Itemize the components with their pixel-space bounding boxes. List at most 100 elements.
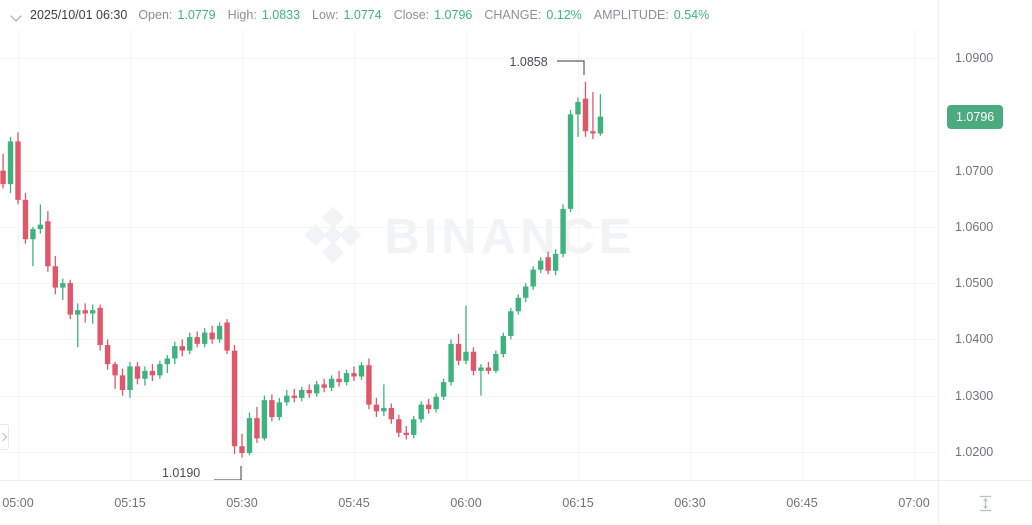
gridline-vertical <box>242 30 243 480</box>
legend-high-label: High: <box>227 8 257 22</box>
candle-body-bullish <box>89 310 96 314</box>
candle-body-bearish <box>306 390 312 394</box>
candle-wick <box>592 91 594 140</box>
price-axis-tick: 1.0300 <box>955 388 994 403</box>
candle-body-bullish <box>500 336 507 354</box>
time-axis-tick: 07:00 <box>898 496 930 510</box>
high-annotation-leader <box>557 60 586 75</box>
axis-corner[interactable] <box>938 481 1032 525</box>
candle-body-bullish <box>216 325 223 340</box>
candle-body-bearish <box>45 221 51 267</box>
gridline-vertical <box>914 30 915 480</box>
expand-toolbar-button[interactable] <box>0 424 9 450</box>
candle-body-bearish <box>134 366 141 379</box>
candle-body-bullish <box>411 419 417 435</box>
gridline-vertical <box>690 30 691 480</box>
candle-body-bullish <box>478 367 484 371</box>
time-axis-tick: 05:45 <box>338 496 370 510</box>
gridline-horizontal <box>0 452 938 453</box>
candle-body-bearish <box>67 283 73 315</box>
candle-body-bullish <box>60 283 66 288</box>
candle-wick <box>32 226 34 267</box>
candle-body-bearish <box>15 141 21 200</box>
low-annotation-leader <box>214 465 242 480</box>
ohlc-legend: 2025/10/01 06:30 Open: 1.0779 High: 1.08… <box>0 0 1032 30</box>
price-axis-tick: 1.0200 <box>955 444 994 459</box>
candle-body-bullish <box>127 366 133 390</box>
chevron-right-icon <box>0 432 8 442</box>
candle-body-bullish <box>552 253 559 271</box>
candle-body-bearish <box>179 346 185 351</box>
price-axis-tick: 1.0600 <box>955 219 994 234</box>
candle-body-bearish <box>231 350 238 447</box>
gridline-horizontal <box>0 396 938 397</box>
time-axis-tick: 05:15 <box>114 496 146 510</box>
candle-body-bullish <box>142 370 148 379</box>
candle-body-bearish <box>104 345 111 365</box>
time-axis-tick: 06:45 <box>786 496 818 510</box>
candle-body-bearish <box>425 404 432 410</box>
chart-plot-area[interactable]: BINANCE 1.0858 1.0190 <box>0 30 938 480</box>
candle-body-bearish <box>82 310 88 314</box>
gridline-vertical <box>466 30 467 480</box>
candle-body-bearish <box>119 375 126 390</box>
candle-body-bullish <box>523 286 529 298</box>
gridline-vertical <box>130 30 131 480</box>
candle-wick <box>166 355 168 374</box>
price-axis-tick: 1.0900 <box>955 51 994 66</box>
legend-change-value: 0.12% <box>546 8 582 22</box>
candle-wick <box>241 433 243 458</box>
candle-body-bullish <box>597 116 604 134</box>
gridline-horizontal <box>0 227 938 228</box>
candle-body-bearish <box>22 199 29 240</box>
time-axis-tick: 06:15 <box>562 496 594 510</box>
candle-wick <box>599 94 602 136</box>
vertical-resize-icon[interactable] <box>978 495 993 512</box>
candle-wick <box>480 364 482 396</box>
legend-amplitude-label: AMPLITUDE: <box>593 8 669 22</box>
legend-datetime: 2025/10/01 06:30 <box>30 8 128 22</box>
candle-wick <box>92 304 94 324</box>
current-price-badge: 1.0796 <box>947 104 1004 129</box>
price-axis[interactable]: 1.0900 1.0700 1.0600 1.0500 1.0400 1.0300 1.02… <box>938 0 1032 480</box>
gridline-horizontal <box>0 58 938 59</box>
candle-body-bullish <box>30 229 36 240</box>
legend-open-value: 1.0779 <box>177 8 216 22</box>
candle-body-bearish <box>582 98 589 132</box>
candle-wick <box>77 303 79 348</box>
candle-body-bearish <box>194 337 200 344</box>
candle-body-bearish <box>373 404 380 412</box>
time-axis-tick: 05:30 <box>226 496 258 510</box>
candle-body-bullish <box>201 332 208 344</box>
low-annotation: 1.0190 <box>162 465 201 480</box>
candle-body-bearish <box>590 131 596 134</box>
candle-body-bullish <box>187 337 193 351</box>
chevron-down-icon[interactable] <box>10 9 23 22</box>
candle-wick <box>338 370 340 387</box>
time-axis-tick: 06:00 <box>450 496 482 510</box>
candle-body-bullish <box>328 378 335 388</box>
candle-body-bullish <box>508 311 514 336</box>
candle-body-bullish <box>381 408 387 412</box>
candle-body-bearish <box>269 400 275 417</box>
candle-body-bearish <box>351 373 357 377</box>
time-axis[interactable]: 05:00 05:15 05:30 05:45 06:00 06:15 06:30 06:45… <box>0 480 1032 525</box>
candle-body-bearish <box>254 418 260 439</box>
gridline-horizontal <box>0 283 938 284</box>
candle-body-bearish <box>0 170 6 185</box>
candle-body-bearish <box>366 365 372 405</box>
time-axis-tick: 05:00 <box>2 496 34 510</box>
candle-body-bullish <box>172 346 178 359</box>
candle-body-bullish <box>343 373 350 383</box>
legend-open-label: Open: <box>138 8 173 22</box>
candle-body-bullish <box>246 418 253 453</box>
candlestick-series <box>0 81 604 458</box>
candle-wick <box>383 384 385 416</box>
price-axis-tick: 1.0500 <box>955 276 994 291</box>
legend-close-value: 1.0796 <box>434 8 473 22</box>
candle-body-bullish <box>157 364 163 376</box>
candle-body-bearish <box>97 307 103 345</box>
gridline-vertical <box>18 30 19 480</box>
candle-body-bearish <box>239 446 245 453</box>
candle-wick <box>39 204 42 234</box>
